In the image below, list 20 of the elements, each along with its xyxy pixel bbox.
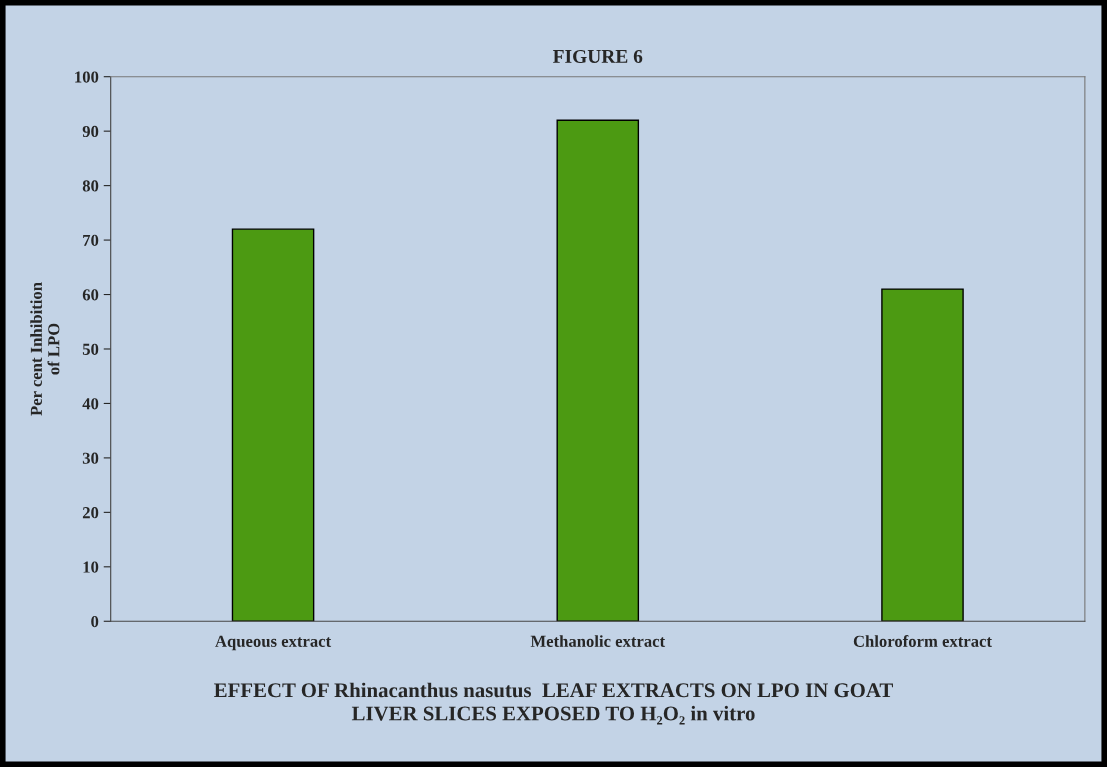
x-tick-label: Methanolic extract xyxy=(530,635,666,647)
y-axis-title: Per cent Inhibition of LPO xyxy=(30,282,60,416)
bar xyxy=(231,228,315,622)
y-tick-label: 30 xyxy=(82,452,99,464)
chart-title: FIGURE 6 xyxy=(553,49,643,63)
y-tick-label: 90 xyxy=(82,125,99,138)
bar xyxy=(881,288,964,622)
y-tick-label: 0 xyxy=(91,615,99,628)
y-tick-label: 70 xyxy=(83,234,99,247)
x-tick-label: Aqueous extract xyxy=(215,635,332,651)
text: EFFECT OF Rhinacanthus nasutus LEAF EXTRACTS ON LPO IN GOAT LIVER SLICES EXPOSED TO H₂O₂ in vitro xyxy=(214,682,893,725)
y-tick-label: 80 xyxy=(82,180,99,192)
y-tick-label: 10 xyxy=(83,561,99,573)
bar xyxy=(556,119,640,622)
y-tick-label: 100 xyxy=(75,71,99,83)
y-tick-label: 40 xyxy=(82,398,99,410)
y-tick-label: 50 xyxy=(82,343,99,355)
y-tick-label: 20 xyxy=(82,507,99,519)
y-tick-label: 60 xyxy=(82,289,99,301)
x-tick-label: Chloroform extract xyxy=(853,634,992,647)
